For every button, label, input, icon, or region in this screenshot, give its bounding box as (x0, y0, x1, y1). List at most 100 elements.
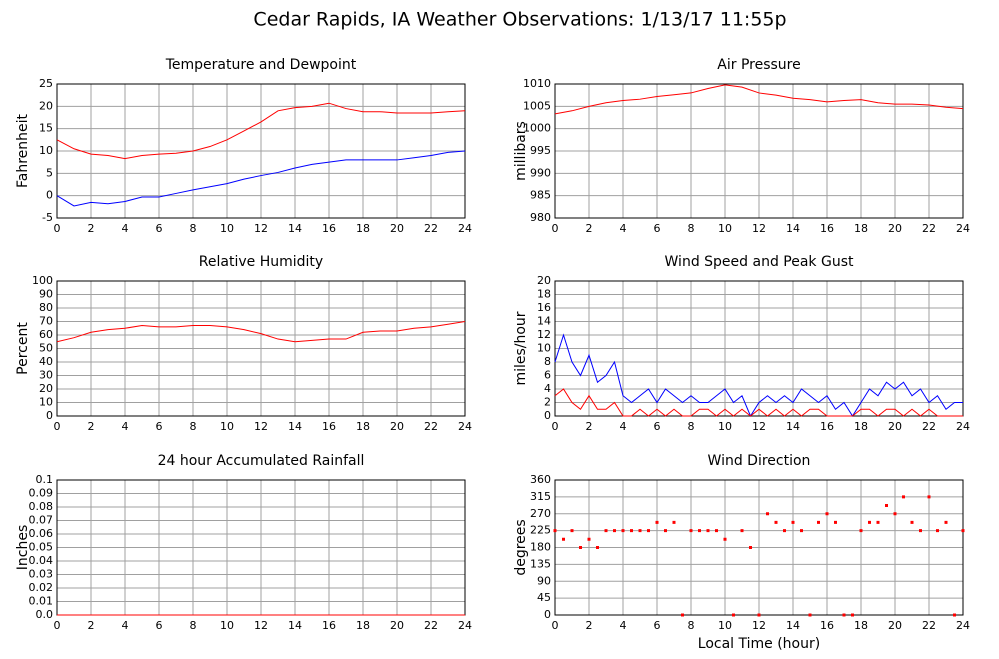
point (859, 529, 863, 533)
y-tick-label: 0.0 (36, 608, 54, 621)
x-tick-label: 12 (752, 420, 766, 433)
y-tick-label: 0.04 (29, 554, 54, 567)
x-tick-label: 8 (688, 222, 695, 235)
x-tick-label: 16 (820, 420, 834, 433)
y-tick-label: -5 (42, 211, 53, 224)
x-tick-label: 22 (424, 420, 438, 433)
point (834, 520, 837, 524)
x-tick-label: 14 (786, 420, 800, 433)
series-line (56, 321, 466, 343)
y-tick-label: 16 (537, 301, 551, 314)
x-tick-label: 10 (718, 222, 732, 235)
x-tick-label: 16 (820, 222, 834, 235)
x-tick-label: 24 (458, 619, 472, 632)
y-tick-label: 4 (544, 382, 551, 395)
x-tick-label: 6 (156, 619, 163, 632)
y-tick-label: 0.09 (29, 487, 54, 500)
y-tick-label: 0 (544, 608, 551, 621)
series-line (554, 84, 964, 115)
series-line (554, 333, 963, 418)
x-tick-label: 12 (752, 222, 766, 235)
y-tick-label: 10 (39, 396, 53, 409)
y-tick-label: 20 (39, 382, 53, 395)
point (621, 529, 625, 533)
x-tick-label: 12 (254, 420, 268, 433)
x-tick-label: 18 (854, 619, 868, 632)
y-tick-label: 0.08 (29, 500, 54, 513)
point (672, 520, 676, 524)
y-tick-label: 60 (39, 328, 53, 341)
plot-frame (554, 280, 964, 417)
x-tick-label: 2 (88, 619, 95, 632)
x-tick-label: 20 (888, 222, 902, 235)
x-tick-label: 0 (552, 619, 559, 632)
y-tick-label: 0.02 (29, 581, 54, 594)
y-tick-label: 0 (46, 409, 53, 422)
point (868, 520, 871, 524)
point (596, 546, 599, 549)
x-tick-label: 18 (356, 420, 370, 433)
point (800, 529, 803, 533)
y-axis-label: Percent (15, 322, 31, 375)
x-tick-label: 22 (424, 222, 438, 235)
point (936, 529, 939, 533)
point (919, 529, 922, 533)
x-tick-label: 20 (888, 420, 902, 433)
y-tick-label: 995 (530, 144, 551, 157)
plot-frame (554, 83, 964, 219)
x-tick-label: 12 (752, 619, 766, 632)
point (885, 504, 888, 507)
y-tick-label: 14 (537, 315, 551, 328)
x-axis-label: Local Time (hour) (698, 636, 820, 652)
x-tick-label: 14 (786, 222, 800, 235)
point (740, 529, 744, 533)
y-tick-label: 100 (32, 274, 53, 287)
y-tick-label: 985 (530, 189, 551, 202)
x-tick-label: 20 (888, 619, 902, 632)
y-tick-label: 8 (544, 355, 551, 368)
point (927, 495, 931, 499)
y-tick-label: 2 (544, 396, 551, 409)
x-tick-label: 4 (122, 222, 129, 235)
y-tick-label: 180 (530, 541, 551, 554)
x-tick-label: 2 (586, 619, 593, 632)
point (604, 529, 608, 533)
series-line (56, 102, 466, 160)
y-tick-label: 90 (537, 574, 551, 587)
x-tick-label: 2 (586, 420, 593, 433)
x-tick-label: 24 (956, 222, 970, 235)
point (570, 529, 574, 533)
page-title: Cedar Rapids, IA Weather Observations: 1… (253, 9, 786, 31)
y-axis-label: Fahrenheit (15, 113, 31, 188)
point (723, 537, 727, 541)
chart-title: Temperature and Dewpoint (165, 57, 357, 73)
x-tick-label: 2 (88, 222, 95, 235)
x-tick-label: 10 (718, 420, 732, 433)
point (681, 613, 684, 617)
x-tick-label: 10 (718, 619, 732, 632)
x-tick-label: 18 (356, 222, 370, 235)
y-tick-label: 0.06 (29, 527, 54, 540)
point (757, 613, 761, 617)
y-tick-label: 80 (39, 301, 53, 314)
point (732, 613, 735, 617)
x-tick-label: 8 (688, 619, 695, 632)
x-tick-label: 4 (620, 619, 627, 632)
x-tick-label: 10 (220, 619, 234, 632)
x-tick-label: 0 (54, 222, 61, 235)
point (655, 520, 659, 524)
point (664, 529, 667, 533)
chart-title: Wind Speed and Peak Gust (665, 254, 854, 270)
y-tick-label: 10 (537, 342, 551, 355)
point (689, 529, 693, 533)
series-line (56, 150, 466, 207)
x-tick-label: 6 (654, 420, 661, 433)
point (715, 529, 718, 533)
point (961, 529, 965, 533)
point (817, 520, 820, 524)
x-tick-label: 18 (854, 222, 868, 235)
point (706, 529, 710, 533)
y-tick-label: 20 (537, 274, 551, 287)
x-tick-label: 2 (586, 222, 593, 235)
